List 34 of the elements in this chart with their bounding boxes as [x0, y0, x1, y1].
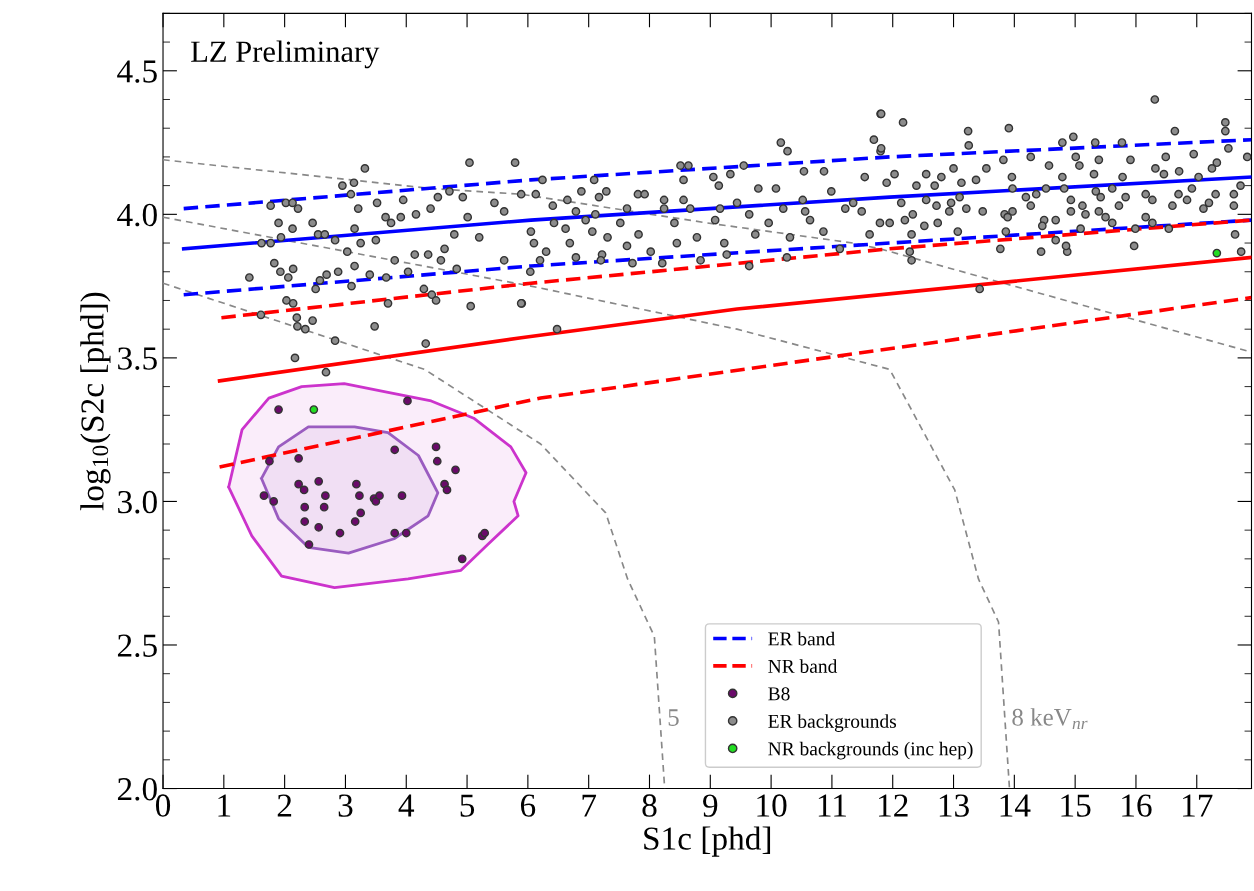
- x-tick-label: 3: [338, 794, 353, 817]
- legend-label: B8: [768, 687, 790, 701]
- annotation: 8 keV$_{nr}$: [1012, 708, 1088, 729]
- y-tick-label: 4.0: [117, 203, 157, 227]
- legend-label: NR backgrounds (inc hep): [768, 741, 973, 760]
- legend-label: NR band: [768, 659, 838, 673]
- y-tick-label: 2.0: [117, 777, 157, 801]
- x-tick-label: 1: [218, 794, 231, 817]
- legend-label: ER band: [768, 631, 835, 646]
- y-tick-label: 2.5: [117, 634, 157, 658]
- x-tick-label: 14: [1000, 794, 1031, 817]
- x-axis-title: S1c [phd]: [644, 826, 771, 857]
- x-tick-label: 17: [1183, 794, 1213, 817]
- annotation: 5: [668, 709, 679, 726]
- x-tick-label: 16: [1122, 794, 1152, 817]
- x-tick-label: 15: [1061, 794, 1091, 817]
- x-tick-label: 5: [460, 794, 475, 817]
- x-tick-label: 7: [582, 794, 597, 817]
- y-axis-title: log$_{10}$(S2c [phd]): [80, 292, 111, 511]
- x-tick-label: 8: [642, 794, 657, 817]
- y-tick-label: 3.0: [118, 490, 157, 514]
- annotation: LZ Preliminary: [191, 40, 380, 69]
- y-tick-label: 3.5: [118, 347, 157, 370]
- x-tick-label: 10: [757, 794, 787, 817]
- x-tick-label: 2: [277, 794, 292, 817]
- x-tick-label: 6: [520, 794, 536, 817]
- x-tick-label: 4: [398, 794, 415, 817]
- legend-label: ER backgrounds: [768, 714, 897, 732]
- x-tick-label: 12: [878, 794, 908, 817]
- x-tick-label: 13: [939, 794, 969, 817]
- x-tick-label: 11: [818, 794, 846, 817]
- x-tick-label: 9: [703, 794, 718, 817]
- y-tick-label: 4.5: [117, 60, 157, 83]
- x-tick-label: 0: [155, 794, 171, 817]
